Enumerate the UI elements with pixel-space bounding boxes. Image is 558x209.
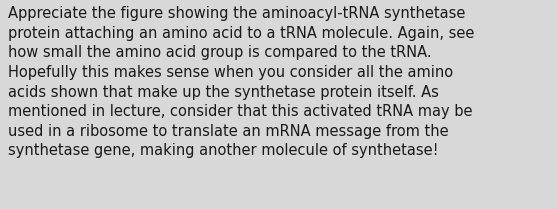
Text: Appreciate the figure showing the aminoacyl-tRNA synthetase
protein attaching an: Appreciate the figure showing the aminoa…: [8, 6, 475, 158]
